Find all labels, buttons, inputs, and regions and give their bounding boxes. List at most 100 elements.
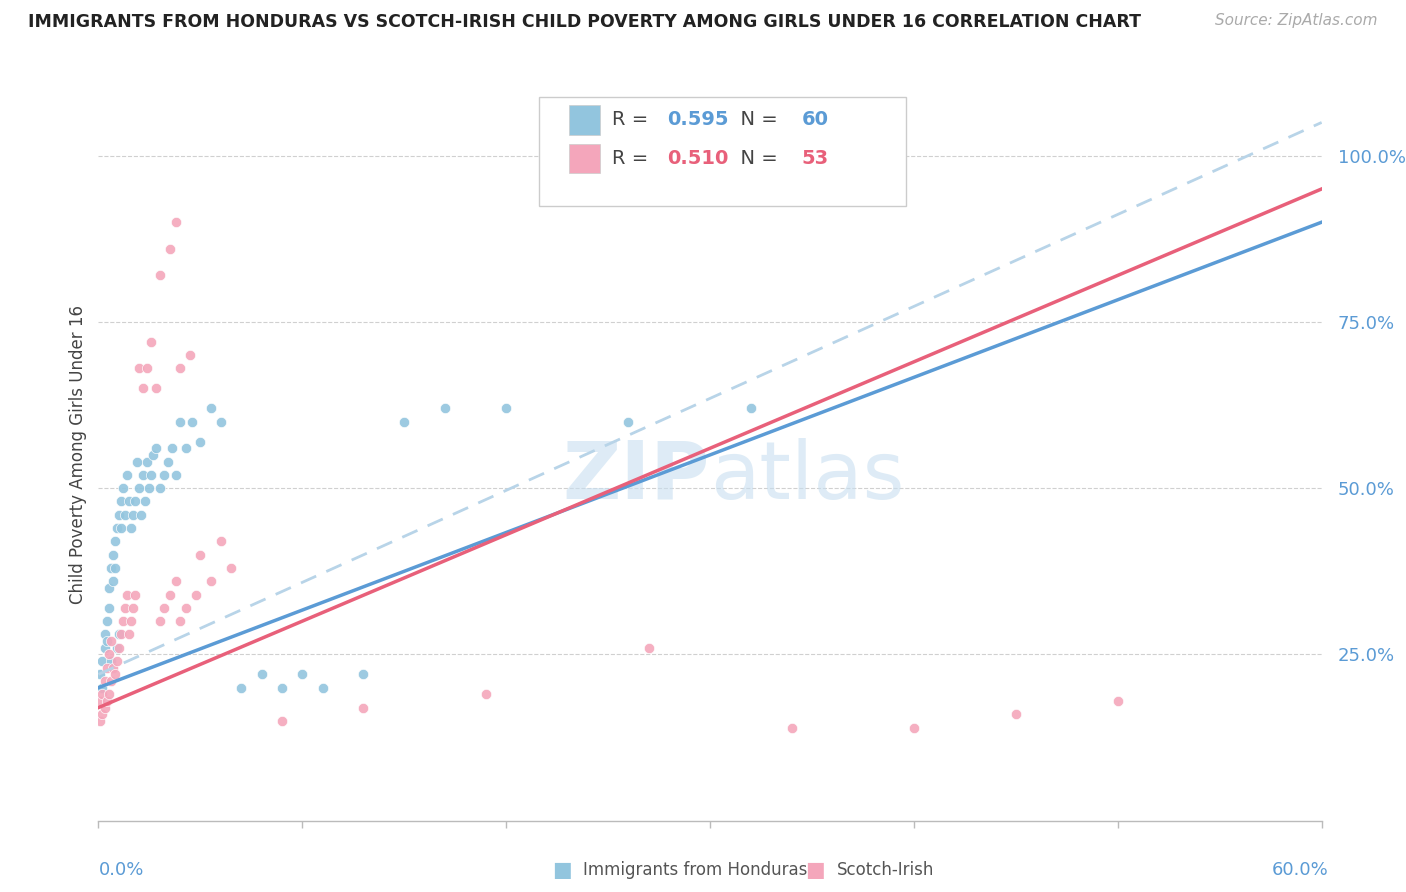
Point [91, 687, 114, 701]
Point [101, 574, 124, 589]
Point [93, 700, 115, 714]
Point [169, 614, 191, 628]
Y-axis label: Child Poverty Among Girls Under 16: Child Poverty Among Girls Under 16 [69, 305, 87, 605]
Point [105, 521, 128, 535]
Point [124, 588, 146, 602]
Point [93, 640, 115, 655]
Text: atlas: atlas [710, 438, 904, 516]
Point [105, 654, 128, 668]
Point [136, 361, 159, 376]
Text: N =: N = [728, 149, 785, 169]
Point [740, 401, 762, 416]
Point [495, 401, 517, 416]
Point [91, 654, 114, 668]
Text: Immigrants from Honduras: Immigrants from Honduras [583, 861, 808, 879]
Point [270, 714, 294, 728]
Point [114, 600, 136, 615]
Text: ZIP: ZIP [562, 438, 710, 516]
Point [159, 242, 181, 256]
FancyBboxPatch shape [569, 144, 600, 173]
Point [104, 561, 127, 575]
Point [104, 534, 127, 549]
FancyBboxPatch shape [538, 96, 905, 206]
Point [149, 268, 172, 283]
Point [179, 348, 201, 362]
Text: 0.595: 0.595 [668, 111, 728, 129]
Point [111, 481, 134, 495]
Point [101, 548, 124, 562]
Point [174, 442, 197, 456]
Point [188, 548, 212, 562]
Point [101, 661, 124, 675]
Point [138, 481, 160, 495]
Point [312, 681, 335, 695]
Point [181, 415, 204, 429]
Text: IMMIGRANTS FROM HONDURAS VS SCOTCH-IRISH CHILD POVERTY AMONG GIRLS UNDER 16 CORR: IMMIGRANTS FROM HONDURAS VS SCOTCH-IRISH… [28, 13, 1142, 31]
Point [291, 667, 314, 681]
Point [186, 588, 208, 602]
Point [122, 508, 145, 522]
Point [118, 494, 141, 508]
Text: 53: 53 [801, 149, 830, 169]
Point [97, 600, 120, 615]
Point [115, 588, 138, 602]
Point [434, 401, 457, 416]
Point [149, 481, 172, 495]
Point [96, 614, 118, 628]
Point [104, 667, 127, 681]
Point [89, 694, 111, 708]
Point [96, 634, 118, 648]
Point [134, 494, 156, 508]
Point [231, 681, 253, 695]
Text: ■: ■ [806, 860, 825, 880]
Point [96, 661, 118, 675]
Point [96, 694, 118, 708]
Point [142, 448, 165, 462]
Point [97, 648, 120, 662]
Point [136, 454, 159, 468]
Point [200, 401, 222, 416]
FancyBboxPatch shape [569, 105, 600, 135]
Point [160, 442, 183, 456]
Point [110, 494, 132, 508]
Point [392, 415, 416, 429]
Text: Source: ZipAtlas.com: Source: ZipAtlas.com [1215, 13, 1378, 29]
Point [200, 574, 222, 589]
Point [352, 700, 374, 714]
Text: R =: R = [612, 149, 655, 169]
Point [156, 454, 179, 468]
Point [219, 561, 242, 575]
Point [250, 667, 273, 681]
Point [209, 534, 232, 549]
Point [132, 467, 155, 482]
Point [97, 581, 120, 595]
Point [145, 442, 167, 456]
Point [145, 381, 167, 395]
Point [1107, 694, 1129, 708]
Point [174, 600, 197, 615]
Point [188, 434, 212, 449]
Point [209, 415, 232, 429]
Point [108, 627, 131, 641]
Point [141, 334, 163, 349]
Point [110, 627, 132, 641]
Point [91, 707, 114, 722]
Point [124, 494, 146, 508]
Text: 0.0%: 0.0% [98, 861, 143, 879]
Point [120, 521, 142, 535]
Point [108, 640, 131, 655]
Text: 60.0%: 60.0% [1272, 861, 1329, 879]
Point [97, 687, 120, 701]
Point [128, 361, 150, 376]
Point [118, 627, 141, 641]
Point [165, 467, 187, 482]
Text: 0.510: 0.510 [668, 149, 728, 169]
Text: Scotch-Irish: Scotch-Irish [837, 861, 934, 879]
Point [617, 415, 640, 429]
Text: 60: 60 [801, 111, 828, 129]
Point [165, 215, 187, 229]
Point [89, 714, 111, 728]
Point [122, 600, 145, 615]
Point [120, 614, 142, 628]
Point [93, 673, 115, 688]
